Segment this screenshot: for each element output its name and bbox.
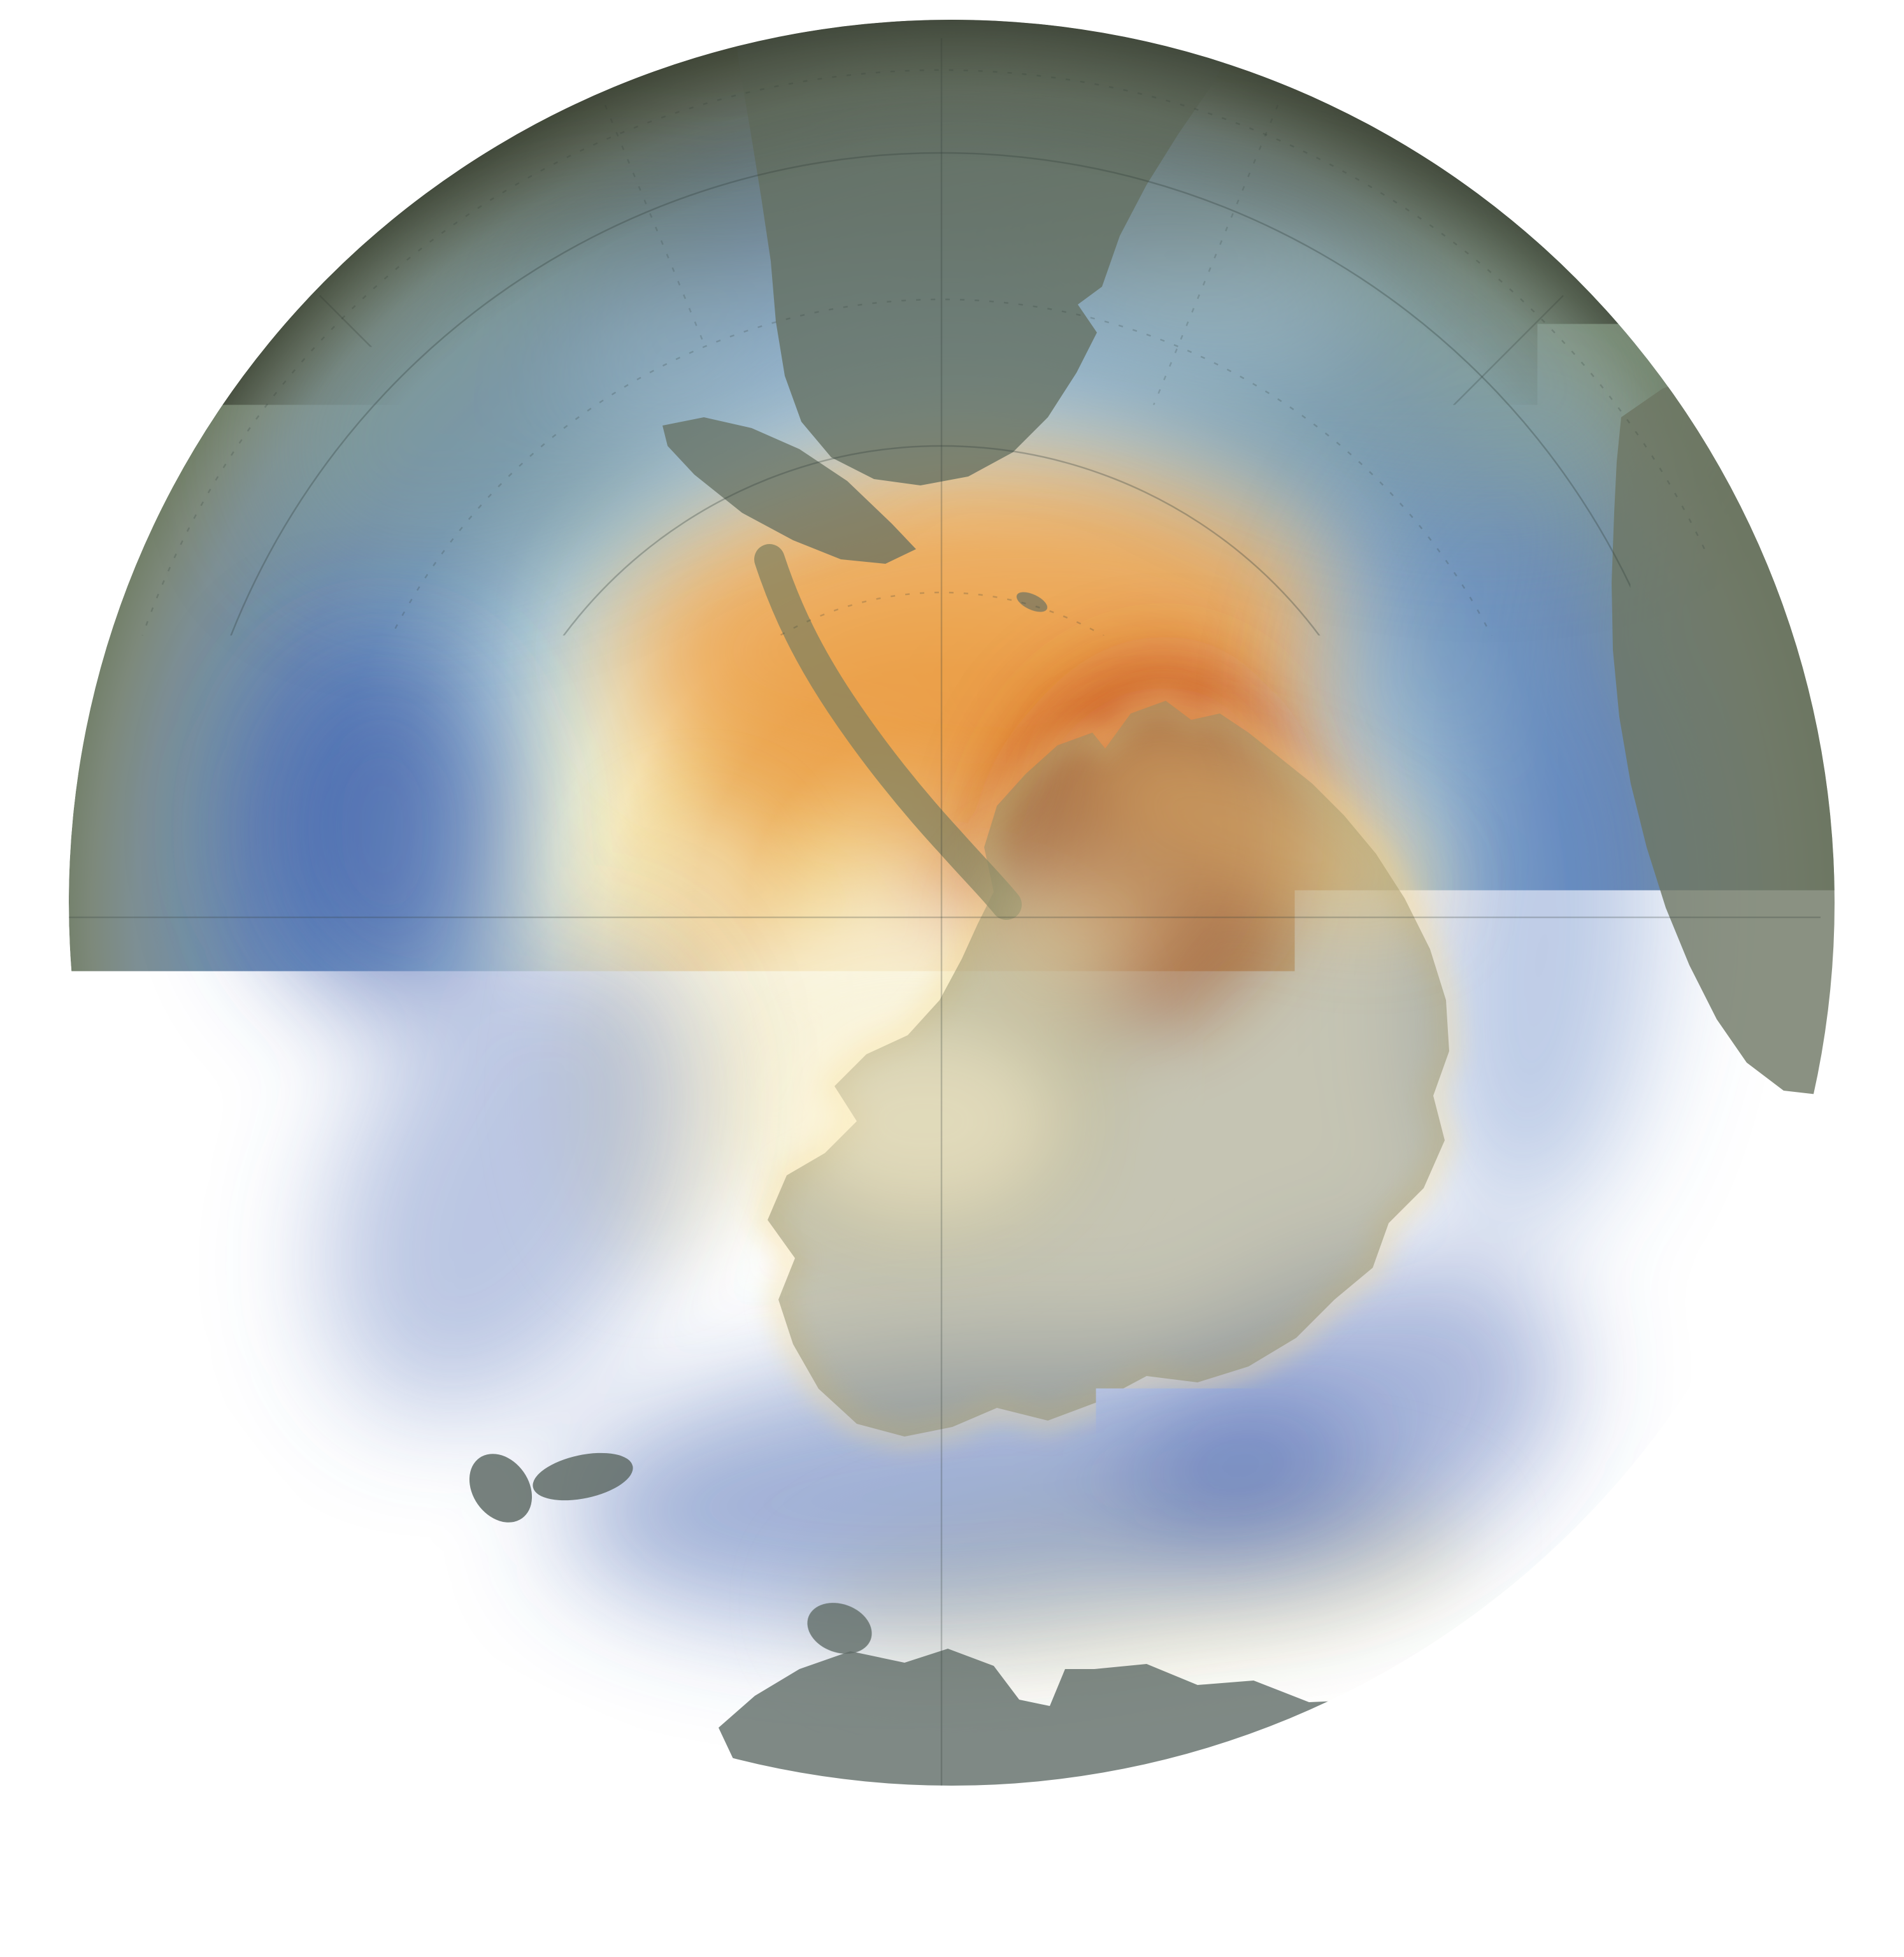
ozone-map-figure: Ozone (Dobson units) 100 220 300 400 500 Ozo… bbox=[0, 0, 1904, 1957]
globe-svg bbox=[0, 0, 1904, 1957]
globe-limb-shading bbox=[69, 20, 1835, 1786]
